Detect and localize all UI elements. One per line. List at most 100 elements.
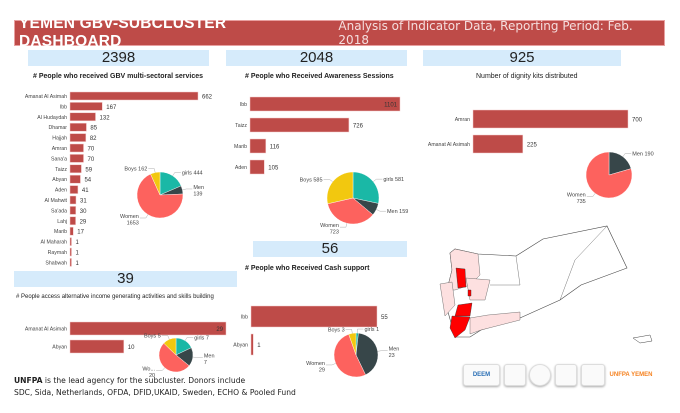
- gbv-bar-value: 82: [90, 136, 97, 142]
- awareness-category-label: Taizz: [235, 123, 247, 129]
- gbv-category-label: Al Hudaydah: [37, 115, 67, 121]
- pie-leader-line: [377, 350, 388, 352]
- kpi-dignity-total: 925: [423, 50, 621, 66]
- gbv-bar-value: 41: [82, 188, 89, 194]
- gbv-bar: [69, 112, 96, 122]
- gbv-category-label: Aden: [55, 188, 67, 194]
- gbv-bar-value: 1: [76, 261, 80, 267]
- pie-slice-boys: [150, 171, 161, 196]
- income-chart-title: # People access alternative income gener…: [16, 294, 214, 300]
- pie-label: Women: [567, 193, 586, 199]
- gbv-bar: [69, 122, 87, 132]
- gbv-category-label: Amran: [52, 146, 67, 152]
- gbv-bar-value: 662: [202, 95, 213, 101]
- dignity-chart-title: Number of dignity kits distributed: [476, 73, 578, 80]
- gbv-bar: [69, 206, 77, 215]
- gbv-category-label: Dhamar: [49, 125, 68, 131]
- gbv-bar-value: 1: [76, 240, 80, 246]
- pie-leader-line: [622, 153, 632, 157]
- gbv-bar-value: 132: [100, 115, 111, 121]
- income-bar-value: 29: [216, 327, 223, 333]
- pie-label: Wo...: [142, 367, 155, 373]
- pie-slice-women: [333, 333, 366, 378]
- cash-bar: [250, 305, 378, 328]
- pie-leader-line: [161, 335, 170, 340]
- dashboard-title: YEMEN GBV-SUBCLUSTER DASHBOARD: [19, 15, 227, 50]
- gbv-bar: [69, 102, 103, 111]
- pie-label: Men 159: [387, 209, 408, 215]
- cash-bar-value: 1: [257, 343, 261, 349]
- dignity-category-label: Amran: [455, 117, 470, 123]
- pie-value: 735: [577, 199, 586, 205]
- logo-partner-4: [555, 364, 577, 386]
- income-bar: [69, 321, 227, 336]
- gbv-bar: [69, 174, 81, 184]
- gbv-category-label: Al Maharah: [40, 240, 67, 246]
- pie-slice-women: [585, 151, 633, 199]
- pie-value: 1653: [127, 220, 139, 226]
- dashboard-subtitle: Analysis of Indicator Data, Reporting Pe…: [338, 19, 633, 47]
- gbv-bar: [69, 185, 79, 194]
- awareness-bar-value: 116: [270, 145, 280, 151]
- pie-leader-line: [182, 188, 193, 191]
- pie-label: girls 444: [182, 170, 203, 176]
- cash-category-label: Ibb: [241, 315, 248, 321]
- logo-partner-3: [529, 364, 551, 386]
- pie-label: Boys 162: [124, 167, 147, 173]
- pie-value: 723: [330, 230, 339, 236]
- map-region-amran: [455, 267, 467, 289]
- pie-label: girls 581: [383, 177, 404, 183]
- pie-label: Women: [320, 223, 339, 229]
- income-bar-chart: Amanat Al Asimah 29 Abyan 10: [25, 321, 227, 354]
- pie-slice-women: [136, 173, 184, 219]
- dignity-bar-value: 700: [632, 118, 643, 124]
- pie-label: girls 1: [364, 327, 379, 333]
- gbv-bar: [69, 154, 84, 163]
- income-bar-value: 10: [128, 345, 135, 351]
- dignity-bar-chart: Amran 700 Amanat Al Asimah 225: [428, 109, 643, 154]
- gbv-bar-value: 31: [80, 199, 87, 205]
- kpi-gbv-total: 2398: [28, 50, 209, 66]
- pie-leader-line: [586, 193, 596, 197]
- kpi-awareness-total: 2048: [226, 50, 407, 66]
- income-category-label: Abyan: [52, 345, 67, 351]
- gbv-category-label: Sa'ada: [51, 208, 67, 214]
- pie-leader-line: [139, 214, 149, 219]
- dignity-bar: [472, 109, 629, 129]
- gbv-bar-value: 17: [77, 230, 84, 236]
- pie-leader-line: [373, 178, 383, 182]
- pie-label: Men 190: [632, 151, 653, 157]
- gbv-bar: [69, 216, 76, 226]
- gbv-chart-title: # People who received GBV multi-sectoral…: [33, 73, 204, 80]
- dignity-bar: [472, 134, 524, 154]
- gbv-bar-value: 70: [88, 157, 95, 163]
- awareness-bar: [249, 138, 267, 154]
- pie-value: 7: [204, 360, 207, 366]
- pie-label: Men: [204, 354, 215, 360]
- cash-category-label: Abyan: [233, 343, 248, 349]
- awareness-bar-value: 1101: [384, 103, 398, 109]
- yemen-map: [439, 225, 653, 344]
- pie-leader-line: [323, 179, 333, 182]
- pie-slice-girls: [352, 171, 380, 204]
- gbv-bar: [69, 164, 82, 174]
- gbv-category-label: Shabwah: [45, 260, 67, 266]
- logo-partner-5: [581, 364, 605, 386]
- pie-label: Boys 5: [144, 334, 161, 340]
- gbv-category-label: Hajjah: [52, 136, 67, 142]
- cash-bar: [250, 333, 254, 356]
- pie-label: Boys 585: [300, 177, 323, 183]
- pie-label: Boys 3: [328, 327, 345, 333]
- pie-leader-line: [184, 337, 194, 341]
- gbv-bar-value: 29: [80, 219, 87, 225]
- pie-leader-line: [339, 223, 348, 228]
- gbv-bar: [69, 195, 77, 205]
- pie-label: Women: [306, 361, 325, 367]
- footer-line-1: is the lead agency for the subcluster. D…: [42, 376, 246, 385]
- pie-label: girls 7: [194, 335, 209, 341]
- awareness-category-label: Aden: [235, 165, 247, 171]
- pie-leader-line: [345, 329, 353, 334]
